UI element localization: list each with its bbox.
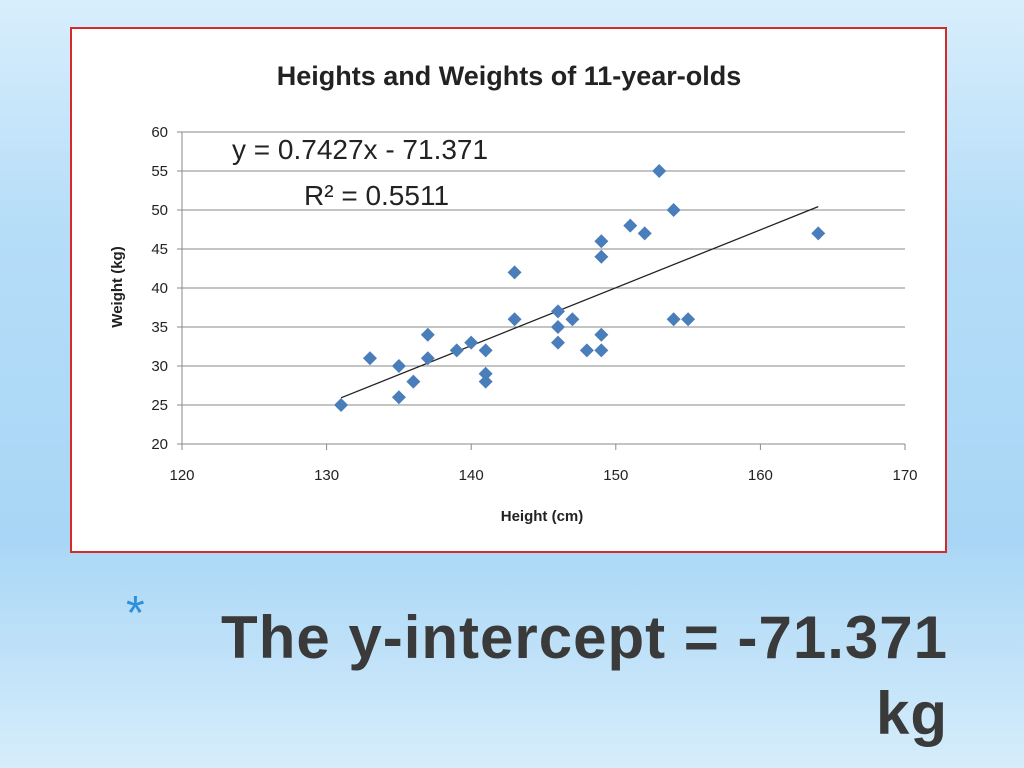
x-tick-label: 140: [459, 467, 484, 484]
y-tick-label: 40: [151, 280, 168, 297]
data-point: [652, 164, 667, 178]
data-point: [666, 312, 681, 327]
y-axis-label: Weight (kg): [109, 246, 126, 327]
chart: Heights and Weights of 11-year-olds Heig…: [109, 61, 918, 525]
data-point: [550, 304, 565, 319]
trend-equation: y = 0.7427x - 71.371: [232, 134, 488, 165]
x-tick-label: 130: [314, 467, 339, 484]
x-tick-label: 120: [169, 467, 194, 484]
slide-heading: The y-intercept = -71.371 kg: [221, 604, 948, 747]
data-point: [623, 218, 638, 233]
data-point: [464, 335, 479, 350]
data-point: [391, 359, 406, 373]
y-tick-label: 45: [151, 241, 168, 258]
data-point: [334, 398, 349, 412]
r-squared: R² = 0.5511: [304, 180, 449, 211]
data-point: [507, 312, 522, 327]
data-point: [637, 226, 652, 241]
y-tick-label: 50: [151, 202, 168, 219]
x-tick-label: 160: [748, 467, 773, 484]
y-tick-label: 30: [151, 358, 168, 375]
data-point: [579, 343, 594, 358]
data-point: [420, 327, 435, 342]
data-point: [550, 320, 565, 334]
data-point: [406, 374, 421, 389]
y-tick-label: 20: [151, 436, 168, 453]
data-point: [811, 226, 826, 241]
bullet: *: [126, 587, 145, 640]
trendline: [340, 206, 819, 399]
chart-frame: Heights and Weights of 11-year-olds Heig…: [70, 27, 947, 553]
data-point: [594, 249, 609, 264]
x-axis-label: Height (cm): [501, 508, 584, 525]
data-point: [507, 265, 522, 280]
y-tick-label: 60: [151, 124, 168, 141]
data-point: [594, 343, 609, 358]
data-point: [362, 351, 377, 366]
data-point: [681, 312, 696, 327]
y-tick-label: 35: [151, 319, 168, 336]
data-point: [565, 312, 580, 327]
chart-title: Heights and Weights of 11-year-olds: [277, 61, 742, 91]
data-point: [594, 234, 609, 249]
x-tick-label: 170: [892, 467, 917, 484]
data-point: [478, 343, 493, 358]
x-tick-label: 150: [603, 467, 628, 484]
data-point: [420, 351, 435, 366]
data-point: [478, 374, 493, 389]
data-point: [594, 327, 609, 342]
data-point: [449, 343, 464, 358]
data-point: [478, 366, 493, 381]
data-point: [666, 203, 681, 217]
data-point: [391, 390, 406, 405]
y-tick-label: 55: [151, 163, 168, 180]
y-tick-label: 25: [151, 397, 168, 414]
data-point: [550, 335, 565, 350]
